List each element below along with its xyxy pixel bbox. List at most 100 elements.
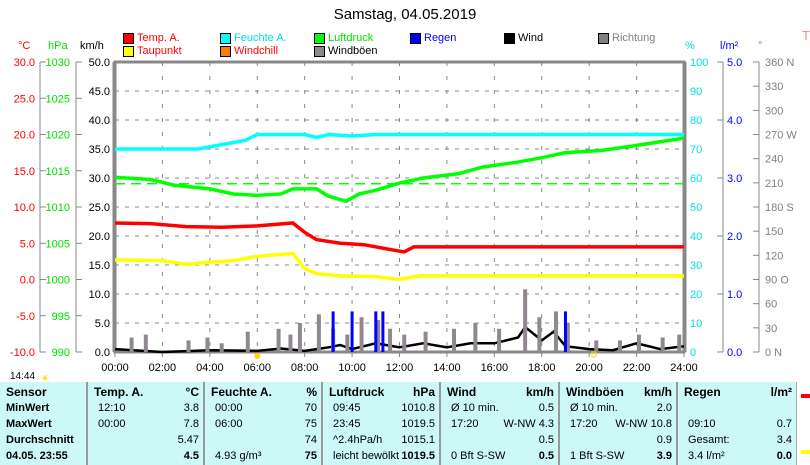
table-column: Temp. A. °C 12:10 3.8 00:00 7.8 5.47 4.5 — [88, 382, 205, 465]
speed-tick-label: 25.0 — [89, 202, 110, 214]
bar-windben — [565, 323, 570, 352]
bar-windben — [402, 334, 407, 352]
table-header: Wind km/h — [447, 384, 554, 400]
x-tick-label: 10:00 — [338, 362, 366, 374]
humidity-tick-label: 10 — [690, 318, 702, 330]
bar-windben — [129, 337, 134, 352]
cell-value: 1019.5 — [401, 450, 435, 462]
legend-swatch — [123, 45, 134, 57]
table-row: 23:45 1019.5 — [329, 416, 435, 432]
table-row: 3.4 l/m² 0.0 — [684, 448, 792, 464]
cell-label: 0 Bft S-SW — [451, 450, 506, 462]
bar-windben — [376, 320, 381, 352]
legend-label: Luftdruck — [328, 32, 374, 44]
bar-windben — [388, 328, 393, 352]
side-strip — [796, 382, 810, 465]
cell-value: 0.5 — [538, 434, 554, 446]
cell-label: Gesamt: — [688, 434, 730, 446]
table-row: leicht bewölkt 1019.5 — [329, 448, 435, 464]
direction-tick-label: 90 O — [765, 275, 789, 287]
table-row: 4.93 g/m³ 75 — [211, 448, 317, 464]
pressure-tick-label: 995 — [52, 311, 70, 323]
temp-tick-label: 5.0 — [20, 238, 35, 250]
rain-tick-label: 2.0 — [727, 231, 742, 243]
legend-item: Windchill — [220, 45, 278, 57]
table-row: MaxWert — [6, 416, 82, 432]
cell-value: 1015.1 — [401, 434, 435, 446]
cell-value: 1010.8 — [401, 402, 435, 414]
cell-value: 74 — [304, 434, 317, 446]
bar-windben — [423, 331, 428, 352]
cell-label: 12:10 — [98, 402, 126, 414]
weather-chart: 30.025.020.015.010.05.00.0-5.0-10.010301… — [10, 57, 797, 374]
cell-value: 1019.5 — [401, 418, 435, 430]
legend-label: Windböen — [328, 45, 378, 57]
sunrise-marker — [254, 353, 261, 359]
x-tick-label: 20:00 — [575, 362, 603, 374]
series-taupunkt — [114, 251, 684, 282]
temp-tick-label: -10.0 — [10, 347, 35, 359]
bar-regen — [381, 311, 385, 352]
cell-label: 00:00 — [215, 402, 243, 414]
pressure-tick-label: 1015 — [46, 166, 70, 178]
legend-label: Wind — [518, 32, 544, 44]
legend-label: Regen — [424, 32, 457, 44]
bar-windben — [617, 340, 622, 352]
legend-item: Windböen — [314, 45, 378, 57]
table-row: Durchschnitt — [6, 432, 82, 448]
legend-item: Luftdruck — [314, 32, 373, 44]
cell-value: 3.4 — [776, 434, 792, 446]
bar-windben — [452, 328, 457, 352]
cell-label: ^2.4hPa/h — [333, 434, 383, 446]
cell-label: Wind — [447, 385, 477, 399]
speed-tick-label: 45.0 — [89, 86, 110, 98]
direction-tick-label: 210 — [765, 178, 783, 190]
humidity-tick-label: 30 — [690, 260, 702, 272]
cell-value: 75 — [304, 418, 317, 430]
humidity-tick-label: 50 — [690, 202, 702, 214]
bar-windben — [205, 337, 210, 352]
bar-windben — [660, 337, 665, 352]
table-row: 4.5 — [94, 448, 199, 464]
humidity-tick-label: 20 — [690, 289, 702, 301]
temp-tick-label: 30.0 — [14, 57, 35, 69]
cell-label: 09:45 — [333, 402, 361, 414]
cell-label — [211, 432, 215, 448]
temp-tick-label: 20.0 — [14, 130, 35, 142]
cell-value: W-NW 4.3 — [503, 418, 554, 430]
direction-tick-label: 30 — [765, 323, 777, 335]
bar-regen — [563, 311, 567, 352]
speed-tick-label: 40.0 — [89, 115, 110, 127]
table-column: Feuchte A.% 00:00 70 06:00 75 74 4.93 g/m³ 75 — [205, 382, 323, 465]
bar-windben — [276, 328, 281, 352]
x-tick-label: 06:00 — [243, 362, 271, 374]
table-row: 17:20 W-NW 10.8 — [566, 416, 672, 432]
table-header: Windböen km/h — [566, 384, 672, 400]
bar-regen — [350, 311, 354, 352]
bar-windben — [523, 289, 528, 352]
bar-windben — [245, 331, 250, 352]
cell-value: 0.7 — [776, 418, 792, 430]
cell-value: km/h — [643, 385, 672, 399]
cell-label: MaxWert — [6, 418, 52, 430]
pressure-tick-label: 1025 — [46, 93, 70, 105]
direction-tick-label: 270 W — [765, 130, 797, 142]
legend-item: Regen — [410, 32, 456, 44]
table-row: ^2.4hPa/h 1015.1 — [329, 432, 435, 448]
legend-label: Richtung — [612, 32, 656, 44]
table-row: 09:10 0.7 — [684, 416, 792, 432]
rain-tick-label: 3.0 — [727, 173, 742, 185]
table-row: Gesamt: 3.4 — [684, 432, 792, 448]
pressure-tick-label: 990 — [52, 347, 70, 359]
rain-axis-unit: l/m² — [720, 40, 739, 52]
cell-value: 4.5 — [183, 450, 199, 462]
table-row: 1 Bft S-SW 3.9 — [566, 448, 672, 464]
temp-axis-unit: °C — [18, 40, 31, 52]
cell-value: 2.0 — [656, 402, 672, 414]
cell-label — [94, 432, 98, 448]
x-tick-label: 00:00 — [101, 362, 129, 374]
rain-tick-label: 0.0 — [727, 347, 742, 359]
x-tick-label: 22:00 — [623, 362, 651, 374]
speed-tick-label: 0.0 — [95, 347, 110, 359]
bar-windben — [219, 343, 224, 352]
